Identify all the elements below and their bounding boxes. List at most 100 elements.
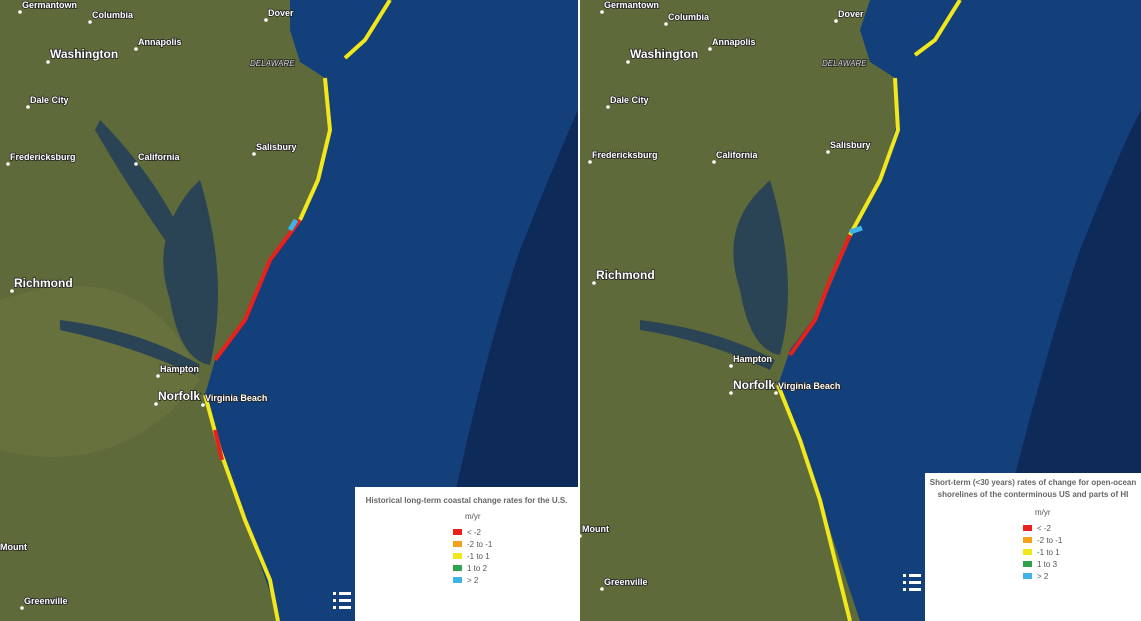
place-label: Dale City xyxy=(30,95,69,105)
place-dot xyxy=(600,10,604,14)
legend-toggle-bullet[interactable] xyxy=(903,588,906,591)
place-label: Washington xyxy=(630,47,698,61)
place-dot xyxy=(606,105,610,109)
legend-title: Historical long-term coastal change rate… xyxy=(366,496,568,505)
place-dot xyxy=(154,402,158,406)
legend-label: -1 to 1 xyxy=(467,552,490,561)
place-dot xyxy=(20,606,24,610)
place-dot xyxy=(252,152,256,156)
place-label: Germantown xyxy=(22,0,77,10)
legend-toggle-bullet[interactable] xyxy=(903,581,906,584)
legend-swatch xyxy=(1023,537,1032,543)
legend-title: Short-term (<30 years) rates of change f… xyxy=(930,478,1137,499)
place-label: Virginia Beach xyxy=(778,381,840,391)
legend-toggle-bullet[interactable] xyxy=(333,599,336,602)
place-dot xyxy=(134,47,138,51)
place-dot xyxy=(201,403,205,407)
legend-swatch xyxy=(453,529,462,535)
place-dot xyxy=(774,391,778,395)
place-label: California xyxy=(138,152,181,162)
legend-label: -2 to -1 xyxy=(467,540,493,549)
legend-toggle-bullet[interactable] xyxy=(333,592,336,595)
legend-swatch xyxy=(1023,573,1032,579)
legend-toggle-bullet[interactable] xyxy=(903,574,906,577)
place-dot xyxy=(708,47,712,51)
place-label: Greenville xyxy=(24,596,68,606)
legend-toggle-line[interactable] xyxy=(339,592,351,595)
place-label: California xyxy=(716,150,759,160)
place-dot xyxy=(834,19,838,23)
legend-toggle-line[interactable] xyxy=(909,588,921,591)
legend-toggle-bullet[interactable] xyxy=(333,606,336,609)
place-labels: Germantown Columbia Dover Annapolis Washingt… xyxy=(0,0,871,610)
place-label: Norfolk xyxy=(733,378,775,392)
legend-swatch xyxy=(1023,561,1032,567)
legend-toggle-line[interactable] xyxy=(909,581,921,584)
place-label: Salisbury xyxy=(830,140,871,150)
legend-label: < -2 xyxy=(1037,524,1052,533)
place-dot xyxy=(134,162,138,166)
place-dot xyxy=(6,162,10,166)
place-label: Mount xyxy=(582,524,609,534)
place-label: Columbia xyxy=(668,12,710,22)
place-label: Fredericksburg xyxy=(10,152,76,162)
place-label: Greenville xyxy=(604,577,648,587)
place-label: Dover xyxy=(838,9,864,19)
legend-box xyxy=(355,487,578,621)
legend-label: 1 to 2 xyxy=(467,564,488,573)
place-dot xyxy=(712,160,716,164)
place-label: Dover xyxy=(268,8,294,18)
legend-unit: m/yr xyxy=(1035,508,1051,517)
place-label: Washington xyxy=(50,47,118,61)
place-label: Norfolk xyxy=(158,389,200,403)
place-label: Mount xyxy=(0,542,27,552)
place-label: Dale City xyxy=(610,95,649,105)
legend-swatch xyxy=(1023,525,1032,531)
legend-label: > 2 xyxy=(467,576,479,585)
place-dot xyxy=(826,150,830,154)
place-dot xyxy=(592,281,596,285)
place-dot xyxy=(46,60,50,64)
place-label: Richmond xyxy=(596,268,655,282)
place-label: Fredericksburg xyxy=(592,150,658,160)
place-label: Hampton xyxy=(733,354,772,364)
legend-box xyxy=(925,473,1141,621)
place-dot xyxy=(600,587,604,591)
legend-label: 1 to 3 xyxy=(1037,560,1058,569)
place-label: Annapolis xyxy=(138,37,182,47)
place-dot xyxy=(18,10,22,14)
place-dot xyxy=(729,391,733,395)
place-dot xyxy=(26,105,30,109)
place-label: Salisbury xyxy=(256,142,297,152)
place-label: Columbia xyxy=(92,10,134,20)
legend-toggle-line[interactable] xyxy=(339,599,351,602)
place-label: Richmond xyxy=(14,276,73,290)
place-label: DELAWARE xyxy=(822,59,867,68)
place-dot xyxy=(578,534,582,538)
legend-swatch xyxy=(453,553,462,559)
place-dot xyxy=(588,160,592,164)
place-label: Germantown xyxy=(604,0,659,10)
place-label: Hampton xyxy=(160,364,199,374)
legend-label: -1 to 1 xyxy=(1037,548,1060,557)
legend-swatch xyxy=(453,541,462,547)
place-label: DELAWARE xyxy=(250,59,295,68)
place-dot xyxy=(729,364,733,368)
place-dot xyxy=(156,374,160,378)
legend-label: -2 to -1 xyxy=(1037,536,1063,545)
legend-toggle-line[interactable] xyxy=(339,606,351,609)
place-dot xyxy=(88,20,92,24)
place-label: Virginia Beach xyxy=(205,393,267,403)
legend-unit: m/yr xyxy=(465,512,481,521)
legends: Historical long-term coastal change rate… xyxy=(333,473,1141,621)
place-label: Annapolis xyxy=(712,37,756,47)
legend-label: > 2 xyxy=(1037,572,1049,581)
legend-toggle-line[interactable] xyxy=(909,574,921,577)
legend-swatch xyxy=(453,565,462,571)
legend-swatch xyxy=(1023,549,1032,555)
legend-label: < -2 xyxy=(467,528,482,537)
place-dot xyxy=(626,60,630,64)
place-dot xyxy=(10,289,14,293)
place-dot xyxy=(264,18,268,22)
